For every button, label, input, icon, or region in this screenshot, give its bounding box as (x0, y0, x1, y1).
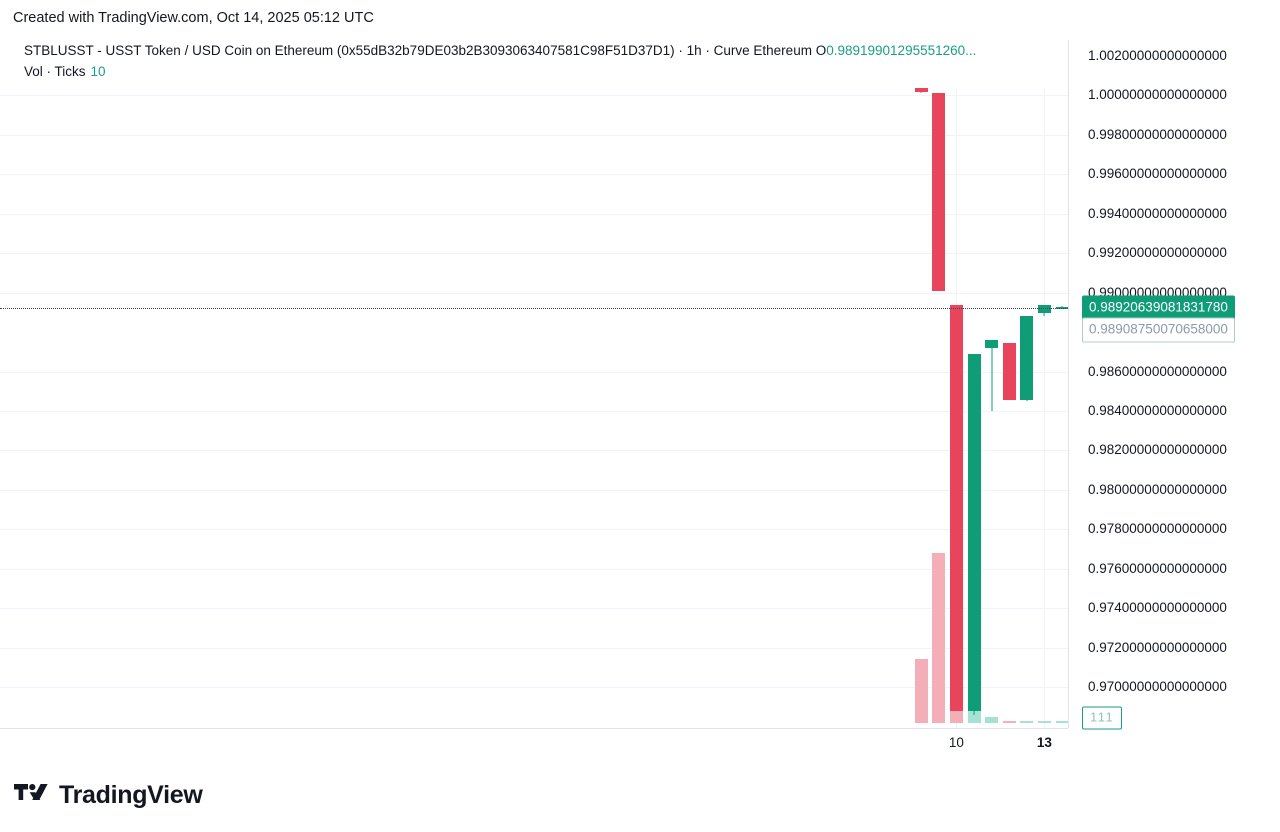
grid-line-horizontal (0, 135, 1068, 136)
price-axis-label: 0.98000000000000000 (1088, 481, 1227, 497)
price-axis-label: 0.99600000000000000 (1088, 166, 1227, 182)
candlestick (1020, 88, 1034, 728)
grid-line-horizontal (0, 569, 1068, 570)
tradingview-footer: TradingView (14, 781, 203, 809)
time-axis[interactable]: 10 13 (0, 728, 1280, 758)
price-axis-divider (1068, 40, 1069, 728)
legend-symbol-row[interactable]: STBLUSST - USST Token / USD Coin on Ethe… (24, 40, 976, 61)
price-axis-label: 1.00200000000000000 (1088, 48, 1227, 63)
candle-wick (991, 339, 993, 411)
volume-bar (1002, 721, 1016, 723)
grid-line-horizontal (0, 648, 1068, 649)
candle-body (1037, 305, 1051, 314)
legend-volume-value: 10 (90, 64, 106, 79)
price-axis-label: 0.98400000000000000 (1088, 402, 1227, 418)
grid-line-horizontal (0, 214, 1068, 215)
volume-bar (1037, 721, 1051, 723)
price-axis-label: 0.99400000000000000 (1088, 205, 1227, 221)
chart-legend: STBLUSST - USST Token / USD Coin on Ethe… (24, 40, 976, 82)
price-axis-label: 0.97000000000000000 (1088, 679, 1227, 694)
legend-volume-row[interactable]: Vol · Ticks 10 (24, 61, 976, 82)
price-axis-label: 0.98200000000000000 (1088, 442, 1227, 458)
time-axis-divider (0, 728, 1068, 729)
candlestick (985, 88, 999, 728)
candle-body (985, 339, 999, 348)
legend-open-value: 0.98919901295551260... (826, 43, 977, 58)
previous-price-badge[interactable]: 0.98908750070658000 (1082, 317, 1235, 343)
candle-body (932, 93, 946, 291)
price-axis-label: 0.97600000000000000 (1088, 560, 1227, 576)
chart-pane[interactable] (0, 88, 1068, 728)
volume-bar (932, 553, 946, 723)
grid-line-horizontal (0, 174, 1068, 175)
price-axis-label: 0.97400000000000000 (1088, 600, 1227, 616)
grid-line-vertical (1044, 88, 1045, 728)
candle-body (949, 305, 963, 711)
price-axis-label: 0.98600000000000000 (1088, 363, 1227, 379)
tradingview-wordmark: TradingView (59, 781, 203, 809)
candlestick (1037, 88, 1051, 728)
price-axis-label: 0.97800000000000000 (1088, 521, 1227, 537)
candle-body (914, 88, 928, 93)
volume-bar (1055, 721, 1068, 723)
grid-line-horizontal (0, 687, 1068, 688)
price-axis-label: 0.97200000000000000 (1088, 639, 1227, 655)
candlestick (932, 88, 946, 728)
candlestick (949, 88, 963, 728)
legend-volume-label: Vol · Ticks (24, 64, 86, 79)
volume-bar (985, 716, 999, 723)
price-axis[interactable]: 1.00200000000000000 1.00000000000000000 0.… (1068, 40, 1280, 730)
candlestick (1002, 88, 1016, 728)
grid-line-horizontal (0, 293, 1068, 294)
volume-bar (1020, 721, 1034, 723)
price-axis-label: 0.99200000000000000 (1088, 245, 1227, 261)
legend-open-letter: O (815, 43, 827, 58)
grid-line-horizontal (0, 490, 1068, 491)
time-axis-label: 10 (948, 735, 964, 750)
candlestick (914, 88, 928, 728)
price-axis-label: 0.99800000000000000 (1088, 126, 1227, 142)
candle-body (967, 353, 981, 711)
candlestick (967, 88, 981, 728)
candlestick (1055, 88, 1068, 728)
price-axis-label: 0.99000000000000000 (1088, 284, 1227, 300)
last-price-line (0, 308, 1068, 309)
grid-line-horizontal (0, 95, 1068, 96)
grid-line-horizontal (0, 450, 1068, 451)
tradingview-logo-icon (14, 783, 50, 807)
attribution-text: Created with TradingView.com, Oct 14, 20… (13, 10, 374, 26)
volume-value-badge[interactable]: 111 (1082, 706, 1123, 730)
grid-line-horizontal (0, 608, 1068, 609)
time-axis-label: 13 (1036, 735, 1052, 750)
price-axis-label: 1.00000000000000000 (1088, 87, 1227, 103)
grid-line-horizontal (0, 372, 1068, 373)
legend-symbol-label: STBLUSST - USST Token / USD Coin on Ethe… (24, 43, 812, 58)
grid-line-horizontal (0, 253, 1068, 254)
candle-body (1020, 316, 1034, 401)
grid-line-horizontal (0, 411, 1068, 412)
grid-line-horizontal (0, 529, 1068, 530)
candle-body (1002, 342, 1016, 401)
volume-bar (914, 658, 928, 723)
